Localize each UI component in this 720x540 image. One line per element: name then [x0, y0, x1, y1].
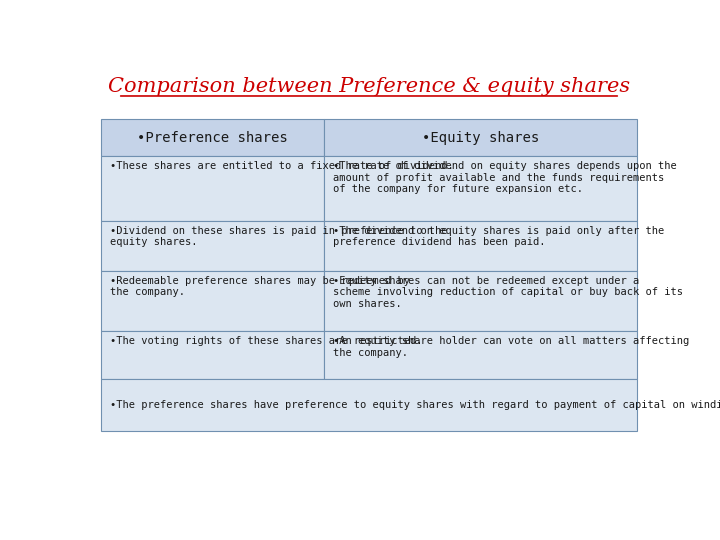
- Text: •An equity share holder can vote on all matters affecting
the company.: •An equity share holder can vote on all …: [333, 336, 689, 357]
- FancyBboxPatch shape: [101, 119, 324, 156]
- FancyBboxPatch shape: [101, 221, 324, 271]
- FancyBboxPatch shape: [324, 331, 637, 379]
- FancyBboxPatch shape: [324, 221, 637, 271]
- Text: •Preference shares: •Preference shares: [138, 131, 288, 145]
- Text: •The voting rights of these shares are restricted.: •The voting rights of these shares are r…: [109, 336, 422, 346]
- Text: Comparison between Preference & equity shares: Comparison between Preference & equity s…: [108, 77, 630, 96]
- Text: •The preference shares have preference to equity shares with regard to payment o: •The preference shares have preference t…: [109, 400, 720, 410]
- FancyBboxPatch shape: [101, 379, 637, 431]
- FancyBboxPatch shape: [324, 156, 637, 221]
- FancyBboxPatch shape: [324, 271, 637, 331]
- FancyBboxPatch shape: [101, 271, 324, 331]
- Text: •The dividend on equity shares is paid only after the
preference dividend has be: •The dividend on equity shares is paid o…: [333, 226, 664, 247]
- Text: •Redeemable preference shares may be redeemed by
the company.: •Redeemable preference shares may be red…: [109, 275, 410, 297]
- Text: •These shares are entitled to a fixed rate of dividend.: •These shares are entitled to a fixed ra…: [109, 161, 454, 171]
- FancyBboxPatch shape: [324, 119, 637, 156]
- Text: •The rate of dividend on equity shares depends upon the
amount of profit availab: •The rate of dividend on equity shares d…: [333, 161, 677, 194]
- Text: •Dividend on these shares is paid in preference to the
equity shares.: •Dividend on these shares is paid in pre…: [109, 226, 447, 247]
- Text: •Equity shares: •Equity shares: [422, 131, 539, 145]
- Text: •Equity shares can not be redeemed except under a
scheme involving reduction of : •Equity shares can not be redeemed excep…: [333, 275, 683, 309]
- FancyBboxPatch shape: [101, 156, 324, 221]
- FancyBboxPatch shape: [101, 331, 324, 379]
